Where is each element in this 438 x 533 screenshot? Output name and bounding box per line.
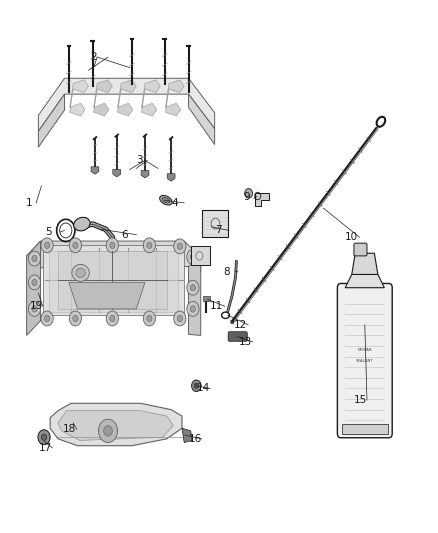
Circle shape (32, 279, 37, 286)
FancyBboxPatch shape (354, 243, 367, 256)
Polygon shape (58, 251, 167, 309)
Polygon shape (58, 411, 173, 440)
Polygon shape (188, 257, 201, 335)
Circle shape (174, 311, 186, 326)
Text: 12: 12 (234, 320, 247, 330)
Polygon shape (50, 403, 182, 446)
Circle shape (106, 238, 118, 253)
Polygon shape (39, 78, 215, 131)
Text: 13: 13 (239, 337, 252, 347)
Text: 19: 19 (30, 301, 43, 311)
Polygon shape (345, 274, 385, 288)
Polygon shape (167, 174, 175, 181)
Circle shape (187, 280, 199, 295)
Ellipse shape (162, 197, 170, 203)
Circle shape (42, 434, 47, 440)
Polygon shape (91, 167, 99, 174)
Text: 4: 4 (171, 198, 178, 208)
Text: 2: 2 (91, 52, 97, 62)
Polygon shape (117, 80, 136, 116)
Text: 8: 8 (223, 267, 230, 277)
Circle shape (28, 302, 41, 317)
Text: 15: 15 (354, 395, 367, 405)
Polygon shape (141, 171, 149, 178)
Circle shape (143, 311, 155, 326)
Circle shape (191, 380, 201, 392)
Circle shape (73, 316, 78, 321)
Polygon shape (141, 80, 160, 116)
Circle shape (190, 306, 195, 312)
Text: 9: 9 (243, 191, 250, 201)
Polygon shape (69, 282, 145, 309)
Circle shape (45, 242, 49, 248)
Circle shape (41, 238, 53, 253)
Text: MOPAR: MOPAR (357, 348, 372, 352)
Polygon shape (254, 193, 269, 206)
Circle shape (106, 311, 118, 326)
Circle shape (147, 316, 152, 321)
Circle shape (73, 242, 78, 248)
Circle shape (28, 275, 41, 290)
Polygon shape (43, 245, 184, 316)
Circle shape (32, 255, 37, 262)
Circle shape (32, 306, 37, 312)
Text: SEALANT: SEALANT (356, 359, 374, 362)
Text: 6: 6 (121, 230, 128, 240)
Circle shape (38, 430, 50, 445)
Circle shape (190, 285, 195, 291)
Circle shape (187, 302, 199, 317)
Text: 14: 14 (197, 383, 211, 393)
FancyBboxPatch shape (337, 284, 392, 438)
Circle shape (28, 251, 41, 266)
Polygon shape (182, 428, 192, 442)
FancyBboxPatch shape (191, 246, 210, 265)
Circle shape (177, 243, 183, 249)
Circle shape (174, 239, 186, 254)
Polygon shape (166, 80, 184, 116)
Circle shape (187, 249, 199, 264)
FancyBboxPatch shape (228, 332, 247, 341)
Ellipse shape (72, 264, 89, 281)
Polygon shape (27, 241, 41, 335)
Bar (203, 296, 210, 301)
Text: 17: 17 (39, 443, 52, 453)
Ellipse shape (76, 268, 85, 278)
FancyBboxPatch shape (201, 211, 228, 237)
Circle shape (194, 383, 198, 389)
Text: 11: 11 (210, 301, 223, 311)
Circle shape (110, 242, 115, 248)
Polygon shape (352, 253, 378, 274)
Text: 1: 1 (25, 198, 32, 208)
Text: 10: 10 (345, 232, 358, 243)
Circle shape (45, 316, 49, 321)
Circle shape (99, 419, 117, 442)
Polygon shape (94, 80, 113, 116)
Circle shape (69, 238, 81, 253)
Polygon shape (70, 80, 88, 116)
Polygon shape (188, 94, 215, 144)
Text: 3: 3 (136, 156, 143, 165)
Circle shape (41, 311, 53, 326)
Text: 7: 7 (215, 225, 221, 236)
Polygon shape (27, 241, 201, 272)
Circle shape (143, 238, 155, 253)
Polygon shape (49, 251, 178, 312)
Circle shape (110, 316, 115, 321)
Circle shape (104, 425, 113, 436)
Text: 18: 18 (62, 424, 76, 434)
Ellipse shape (74, 217, 90, 231)
Ellipse shape (160, 196, 172, 205)
Bar (342, 424, 388, 433)
Polygon shape (113, 169, 120, 177)
Text: 5: 5 (45, 227, 52, 237)
Polygon shape (39, 94, 64, 147)
Circle shape (177, 316, 183, 321)
Circle shape (69, 311, 81, 326)
Circle shape (147, 242, 152, 248)
Text: 16: 16 (188, 434, 202, 444)
Circle shape (190, 254, 195, 260)
Circle shape (245, 189, 253, 198)
